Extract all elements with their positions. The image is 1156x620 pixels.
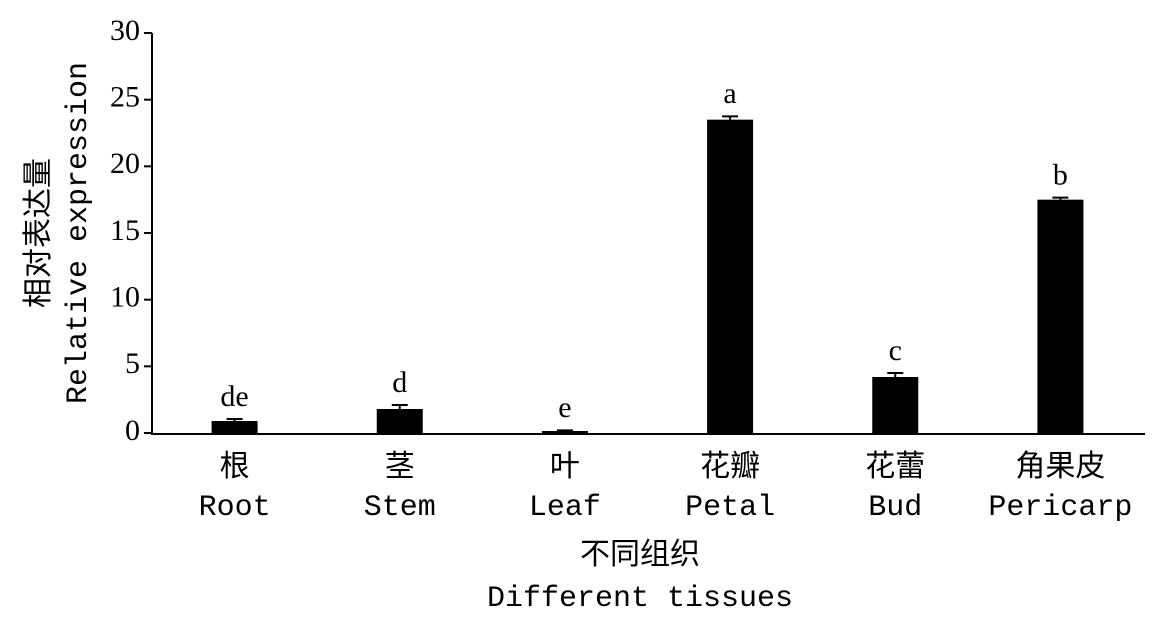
y-tick-label: 10 [110,281,140,314]
significance-label: b [1053,159,1068,192]
significance-label: de [220,380,248,413]
significance-label: c [889,334,902,367]
bar [541,431,588,433]
x-tick-label-en: Root [199,491,271,525]
bar [872,377,919,433]
x-tick-label-zh: 茎 [385,450,415,486]
x-tick-label-zh: 花蕾 [865,450,925,486]
bar [211,421,258,433]
y-axis-label: 相对表达量 Relative expression [22,62,96,404]
x-label-zh: 不同组织 [580,538,700,574]
x-tick-label-en: Leaf [529,491,601,525]
bar [376,409,423,433]
y-tick-label: 30 [110,14,140,47]
bar [707,119,754,434]
y-label-en: Relative expression [62,62,96,404]
y-tick-label: 25 [110,81,140,114]
significance-label: e [558,391,571,424]
significance-label: d [392,366,407,399]
bar [1037,199,1084,433]
x-tick-label-zh: 叶 [550,451,580,486]
significance-label: a [723,77,736,110]
x-tick-label-zh: 角果皮 [1015,450,1105,486]
x-tick-label-en: Bud [868,491,922,525]
x-tick-label-zh: 根 [220,450,250,486]
y-tick-label: 0 [125,414,140,447]
x-tick-label-en: Petal [685,491,775,525]
x-tick-label-en: Pericarp [988,491,1132,525]
y-tick-label: 5 [125,347,140,380]
y-label-zh: 相对表达量 [22,158,58,308]
x-tick-label-zh: 花瓣 [700,450,760,486]
y-tick-label: 20 [110,147,140,180]
x-label-en: Different tissues [487,582,793,616]
y-tick-label: 15 [110,214,140,247]
x-tick-label-en: Stem [364,491,436,525]
